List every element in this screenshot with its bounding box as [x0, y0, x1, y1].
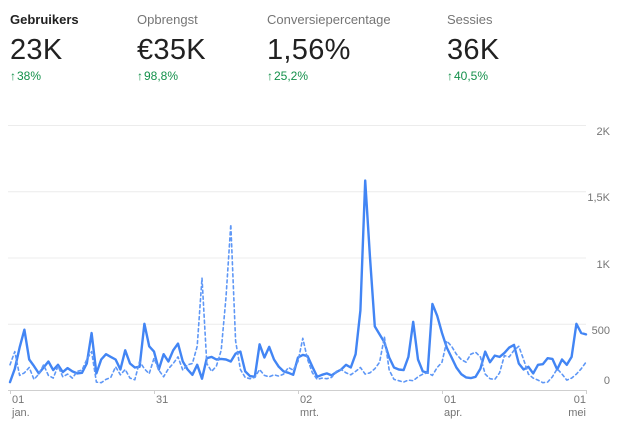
metric-delta-value: 38% — [17, 69, 42, 83]
metric-value: €35K — [137, 34, 206, 66]
x-axis-label-month: apr. — [444, 407, 463, 419]
x-axis-label-month: mei — [568, 407, 586, 419]
metric-card[interactable]: Gebruikers 23K ↑38% — [10, 8, 137, 83]
x-axis-label-month: mrt. — [300, 407, 319, 419]
x-axis-label: 01 apr. — [444, 394, 462, 420]
metric-delta-value: 25,2% — [274, 69, 309, 83]
metric-label: Sessies — [447, 12, 493, 27]
y-axis-label: 2K — [596, 126, 610, 138]
x-axis-label-day: 31 — [156, 394, 169, 406]
x-axis-label: 31 — [156, 394, 168, 407]
metric-value: 36K — [447, 34, 500, 66]
metric-delta-value: 98,8% — [144, 69, 179, 83]
metric-delta: ↑25,2% — [267, 69, 447, 83]
metric-card[interactable]: Conversiepercentage 1,56% ↑25,2% — [267, 8, 447, 83]
up-arrow-icon: ↑ — [267, 69, 273, 83]
metric-label: Opbrengst — [137, 12, 198, 27]
x-axis-label-month: jan. — [12, 407, 30, 419]
metric-value: 1,56% — [267, 34, 351, 66]
x-axis-label-day: 01 — [444, 394, 457, 406]
up-arrow-icon: ↑ — [447, 69, 453, 83]
metrics-row: Gebruikers 23K ↑38% Opbrengst €35K ↑98,8… — [10, 8, 618, 83]
metric-delta: ↑38% — [10, 69, 137, 83]
metric-value: 23K — [10, 34, 63, 66]
y-axis-label: 1,5K — [587, 192, 610, 205]
metric-label: Conversiepercentage — [267, 12, 391, 27]
x-axis-label: 01 mei — [568, 394, 586, 420]
metric-delta: ↑40,5% — [447, 69, 618, 83]
x-axis-label-day: 01 — [12, 394, 25, 406]
metric-label: Gebruikers — [10, 12, 79, 27]
y-axis-label: 0 — [603, 375, 610, 387]
x-axis-label-day: 01 — [573, 394, 586, 406]
metric-delta-value: 40,5% — [454, 69, 489, 83]
up-arrow-icon: ↑ — [137, 69, 143, 83]
x-axis-label-day: 02 — [300, 394, 313, 406]
metric-delta: ↑98,8% — [137, 69, 267, 83]
metric-card[interactable]: Sessies 36K ↑40,5% — [447, 8, 618, 83]
metric-card[interactable]: Opbrengst €35K ↑98,8% — [137, 8, 267, 83]
previous-period-line — [9, 223, 587, 384]
x-axis-label: 01 jan. — [12, 394, 30, 420]
y-axis-label: 500 — [591, 324, 610, 337]
y-axis-label: 1K — [596, 258, 610, 271]
up-arrow-icon: ↑ — [10, 69, 16, 83]
current-period-line — [8, 179, 588, 384]
x-axis-label: 02 mrt. — [300, 394, 319, 420]
